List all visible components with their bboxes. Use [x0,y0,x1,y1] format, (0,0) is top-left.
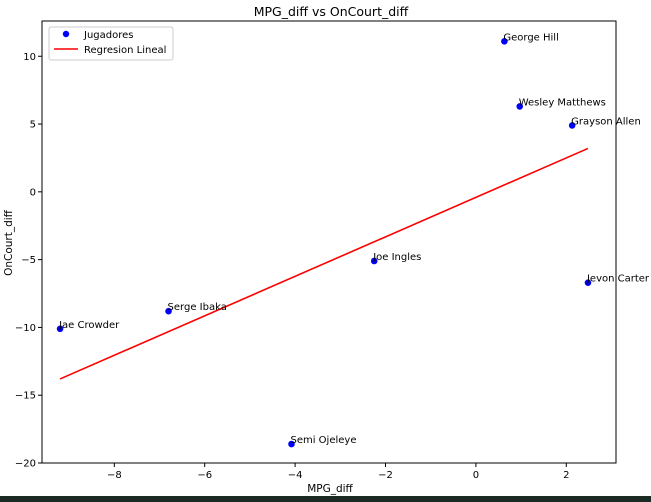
data-point [165,307,172,315]
y-tick-label: −10 [15,323,36,334]
y-tick-label: −15 [15,391,36,402]
x-axis-ticks: −8 −6 −4 −2 0 2 [107,463,569,481]
point-label: Serge Ibaka [168,302,227,313]
point-label: Joe Ingles [372,252,421,263]
x-axis-label: MPG_diff [307,483,353,495]
y-tick-label: 0 [30,187,36,198]
points-layer [56,38,592,448]
plot-frame [41,20,617,464]
x-tick-label: 2 [563,470,569,481]
x-tick-label: −8 [107,470,122,481]
x-tick-label: −6 [197,470,212,481]
point-label: Jae Crowder [58,320,120,331]
point-label: Grayson Allen [571,116,641,127]
legend-line-label: Regresion Lineal [84,45,166,56]
data-point [568,122,576,129]
y-tick-label: −5 [21,255,36,266]
y-tick-label: −20 [15,459,36,470]
point-label: Wesley Matthews [519,97,606,108]
legend-scatter-label: Jugadores [83,30,133,41]
data-point [584,279,592,286]
data-point [288,440,295,448]
point-label: George Hill [503,32,559,43]
plot-area [41,20,617,464]
data-point [516,103,524,110]
y-axis-ticks: −20 −15 −10 −5 0 5 10 [15,52,42,470]
y-tick-label: 5 [30,120,36,131]
legend: Jugadores Regresion Lineal [48,26,174,61]
point-labels-layer: George Hill Wesley Matthews Grayson Allen J… [58,32,650,446]
data-point [501,38,508,45]
legend-box [48,26,174,61]
chart-title: MPG_diff vs OnCourt_diff [254,4,409,19]
bottom-strip [0,496,651,502]
x-tick-label: 0 [473,470,479,481]
x-tick-label: −4 [288,470,303,481]
data-point [56,325,64,333]
data-point [370,257,378,265]
legend-scatter-marker [62,30,70,38]
y-axis-label: OnCourt_diff [3,209,15,276]
point-label: Semi Ojeleye [290,435,356,446]
y-tick-label: 10 [23,52,36,63]
regression-line [59,147,589,380]
point-label: Jevon Carter [586,274,650,285]
x-tick-label: −2 [378,470,393,481]
regression-line-layer [59,147,589,380]
